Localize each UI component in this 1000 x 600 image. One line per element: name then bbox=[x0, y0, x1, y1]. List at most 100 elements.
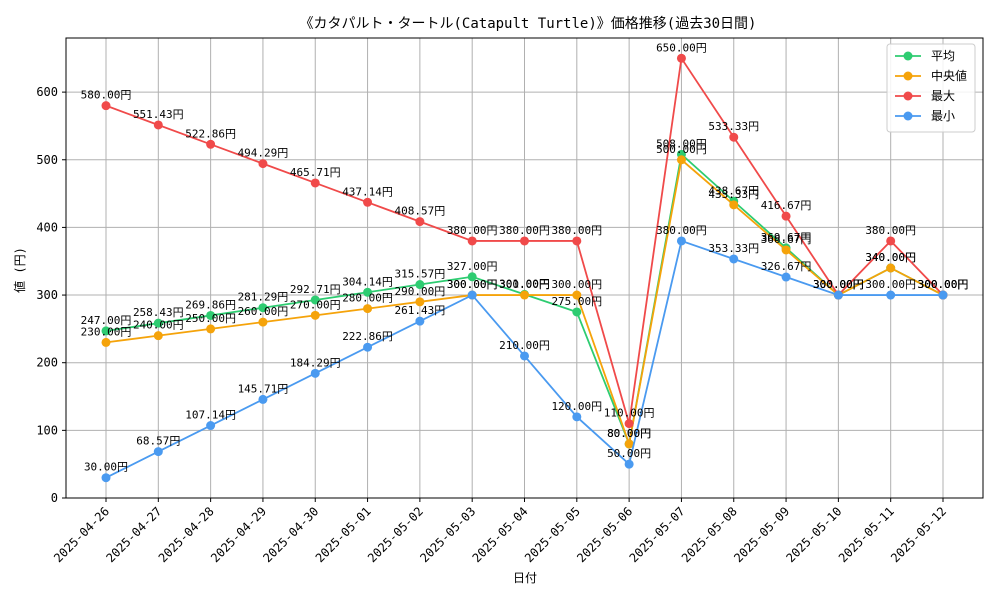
data-label: 290.00円 bbox=[395, 285, 446, 298]
data-point bbox=[363, 342, 373, 352]
data-label: 300.00円 bbox=[499, 278, 550, 291]
legend-label: 平均 bbox=[931, 49, 955, 63]
data-label: 380.00円 bbox=[656, 224, 707, 237]
data-label: 80.00円 bbox=[607, 427, 651, 440]
data-point bbox=[206, 324, 216, 334]
data-point bbox=[833, 290, 843, 300]
data-label: 281.29円 bbox=[238, 291, 289, 304]
data-label: 80.00円 bbox=[607, 427, 651, 440]
legend-item-最大: 最大 bbox=[895, 89, 955, 103]
data-label: 340.00円 bbox=[865, 251, 916, 264]
data-label: 465.71円 bbox=[290, 166, 341, 179]
data-label: 380.00円 bbox=[499, 224, 550, 237]
y-tick-label: 100 bbox=[36, 423, 58, 437]
data-point bbox=[206, 139, 216, 149]
data-point bbox=[153, 331, 163, 341]
data-label: 120.00円 bbox=[551, 400, 602, 413]
data-label: 326.67円 bbox=[761, 260, 812, 273]
x-axis-label: 日付 bbox=[513, 571, 537, 585]
data-label: 369.67円 bbox=[761, 231, 812, 244]
data-point bbox=[886, 263, 896, 273]
data-label: 437.14円 bbox=[342, 185, 393, 198]
data-point bbox=[572, 307, 582, 317]
data-point bbox=[310, 368, 320, 378]
series-最小 bbox=[101, 236, 948, 483]
legend-marker bbox=[903, 51, 913, 61]
data-label: 438.67円 bbox=[708, 184, 759, 197]
chart-title: 《カタパルト・タートル(Catapult Turtle)》価格推移(過去30日間… bbox=[299, 16, 756, 32]
data-point bbox=[258, 317, 268, 327]
data-point bbox=[572, 236, 582, 246]
data-label: 300.00円 bbox=[918, 278, 969, 291]
data-label: 275.00円 bbox=[551, 295, 602, 308]
data-label: 261.43円 bbox=[395, 304, 446, 317]
data-point bbox=[101, 101, 111, 111]
data-point bbox=[624, 459, 634, 469]
legend-marker bbox=[903, 71, 913, 81]
data-point bbox=[206, 421, 216, 431]
data-label: 380.00円 bbox=[447, 224, 498, 237]
legend-item-最小: 最小 bbox=[895, 109, 955, 123]
data-label: 300.00円 bbox=[813, 278, 864, 291]
y-tick-label: 400 bbox=[36, 220, 58, 234]
data-label: 258.43円 bbox=[133, 306, 184, 319]
legend-marker bbox=[903, 111, 913, 121]
data-label: 300.00円 bbox=[918, 278, 969, 291]
data-label: 327.00円 bbox=[447, 260, 498, 273]
data-label: 416.67円 bbox=[761, 199, 812, 212]
data-label: 300.00円 bbox=[551, 278, 602, 291]
data-point bbox=[153, 447, 163, 457]
data-point bbox=[415, 280, 425, 290]
y-tick-label: 300 bbox=[36, 288, 58, 302]
data-label: 230.00円 bbox=[81, 325, 132, 338]
series-layer bbox=[101, 53, 948, 483]
data-point bbox=[258, 303, 268, 313]
legend-label: 最小 bbox=[931, 109, 955, 123]
data-label: 145.71円 bbox=[238, 382, 289, 395]
data-label: 30.00円 bbox=[84, 461, 128, 474]
data-label: 300.00円 bbox=[447, 278, 498, 291]
y-tick-label: 200 bbox=[36, 356, 58, 370]
data-label: 522.86円 bbox=[185, 127, 236, 140]
data-point bbox=[938, 290, 948, 300]
data-label: 300.00円 bbox=[447, 278, 498, 291]
data-point bbox=[520, 236, 529, 246]
data-point bbox=[101, 326, 111, 336]
data-point bbox=[101, 337, 111, 347]
data-label: 408.57円 bbox=[395, 205, 446, 218]
data-label: 533.33円 bbox=[708, 120, 759, 133]
data-point bbox=[520, 351, 529, 361]
data-label: 315.57円 bbox=[395, 268, 446, 281]
data-point bbox=[415, 297, 425, 307]
data-label: 366.67円 bbox=[761, 233, 812, 246]
data-point bbox=[467, 290, 477, 300]
data-point bbox=[886, 290, 896, 300]
grid-layer bbox=[66, 38, 983, 499]
data-point bbox=[624, 419, 634, 429]
series-中央値 bbox=[101, 155, 948, 449]
data-point bbox=[415, 217, 425, 227]
data-label: 184.29円 bbox=[290, 356, 341, 369]
data-label: 340.00円 bbox=[865, 251, 916, 264]
data-label: 353.33円 bbox=[708, 242, 759, 255]
data-label: 210.00円 bbox=[499, 339, 550, 352]
data-label: 292.71円 bbox=[290, 283, 341, 296]
data-label: 494.29円 bbox=[238, 147, 289, 160]
legend-item-平均: 平均 bbox=[895, 49, 955, 63]
data-label: 301.00円 bbox=[499, 277, 550, 290]
data-point bbox=[520, 290, 529, 300]
data-point bbox=[153, 318, 163, 328]
data-label: 580.00円 bbox=[81, 89, 132, 102]
y-tick-label: 500 bbox=[36, 153, 58, 167]
data-label: 300.00円 bbox=[813, 278, 864, 291]
data-label: 270.00円 bbox=[290, 298, 341, 311]
data-label: 250.00円 bbox=[185, 312, 236, 325]
data-label: 433.33円 bbox=[708, 188, 759, 201]
data-point bbox=[624, 439, 634, 449]
data-point bbox=[781, 211, 791, 221]
data-label: 304.14円 bbox=[342, 275, 393, 288]
data-label: 380.00円 bbox=[865, 224, 916, 237]
